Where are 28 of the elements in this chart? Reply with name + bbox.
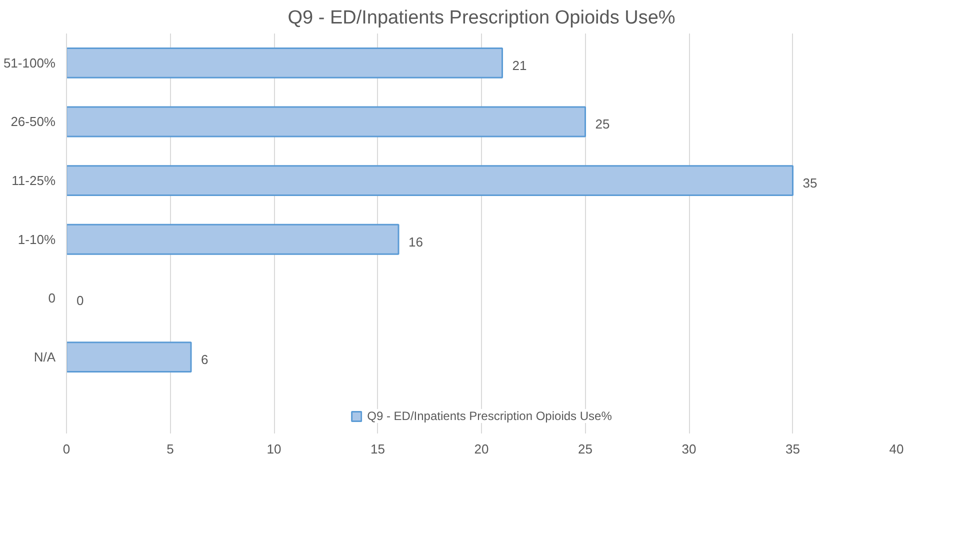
y-tick-label: 11-25% [12, 173, 56, 188]
bar [66, 106, 586, 138]
x-tick-label: 5 [166, 442, 174, 456]
x-tick-label: 35 [786, 442, 800, 456]
bar [66, 47, 503, 78]
legend-label: Q9 - ED/Inpatients Prescription Opioids Use% [367, 409, 612, 423]
y-tick-label: 1-10% [18, 232, 56, 247]
bar [66, 342, 192, 372]
data-label: 16 [408, 234, 423, 250]
chart-title: Q9 - ED/Inpatients Prescription Opioids Use% [288, 8, 676, 28]
x-tick-label: 30 [682, 442, 696, 456]
bar [66, 165, 794, 196]
data-label: 6 [201, 352, 208, 368]
data-label: 25 [595, 116, 610, 132]
x-tick-label: 15 [370, 442, 385, 456]
y-tick-label: N/A [34, 350, 56, 365]
x-tick-label: 25 [578, 442, 592, 456]
y-tick-label: 51-100% [3, 55, 56, 70]
data-label: 35 [802, 176, 818, 191]
x-tick-label: 40 [889, 442, 904, 456]
y-tick-label: 0 [48, 290, 56, 306]
data-label: 21 [512, 58, 527, 73]
x-tick-label: 20 [474, 442, 489, 456]
bar [66, 224, 400, 255]
x-tick-label: 0 [62, 442, 70, 456]
data-label: 0 [76, 293, 84, 308]
y-tick-label: 26-50% [10, 114, 56, 130]
x-tick-label: 10 [266, 442, 282, 456]
